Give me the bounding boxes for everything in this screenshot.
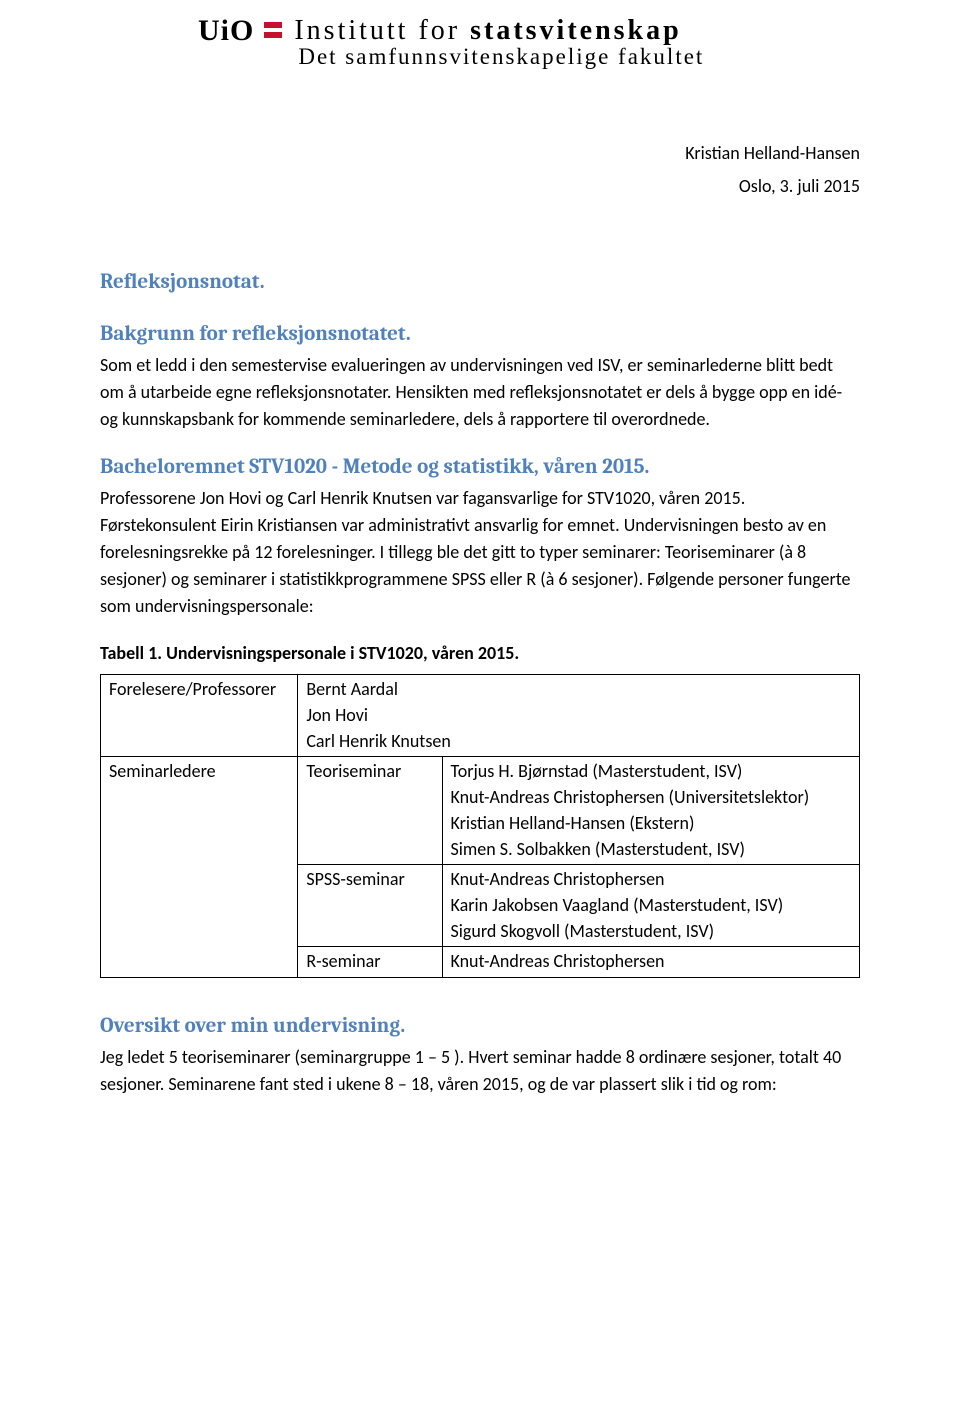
logo-accent-lines xyxy=(264,16,282,38)
table-row: Seminarledere Teoriseminar Torjus H. Bjø… xyxy=(101,756,860,864)
paragraph-emne: Professorene Jon Hovi og Carl Henrik Knu… xyxy=(100,485,860,620)
paragraph-bakgrunn: Som et ledd i den semestervise evaluerin… xyxy=(100,352,860,433)
cell-forelesere-names: Bernt AardalJon HoviCarl Henrik Knutsen xyxy=(298,674,860,756)
institution-logo: UiO Institutt for statsvitenskap Det sam… xyxy=(100,16,860,70)
paragraph-oversikt: Jeg ledet 5 teoriseminarer (seminargrupp… xyxy=(100,1044,860,1098)
cell-spss-label: SPSS-seminar xyxy=(298,865,442,947)
document-meta: Kristian Helland-Hansen Oslo, 3. juli 20… xyxy=(100,140,860,200)
cell-forelesere-label: Forelesere/Professorer xyxy=(101,674,298,756)
section-heading-emne: Bacheloremnet STV1020 - Metode og statis… xyxy=(100,455,860,479)
logo-text: Institutt for statsvitenskap Det samfunn… xyxy=(294,16,704,70)
author-name: Kristian Helland-Hansen xyxy=(100,140,860,167)
logo-mark: UiO xyxy=(198,16,254,46)
cell-spss-names: Knut-Andreas ChristophersenKarin Jakobse… xyxy=(442,865,859,947)
logo-institute-bold: statsvitenskap xyxy=(470,15,682,46)
logo-institute-prefix: Institutt for xyxy=(294,15,470,46)
table-caption: Tabell 1. Undervisningspersonale i STV10… xyxy=(100,642,860,664)
cell-teori-names: Torjus H. Bjørnstad (Masterstudent, ISV)… xyxy=(442,756,859,864)
document-date: Oslo, 3. juli 2015 xyxy=(100,173,860,200)
logo-faculty: Det samfunnsvitenskapelige fakultet xyxy=(294,45,704,69)
personnel-table: Forelesere/Professorer Bernt AardalJon H… xyxy=(100,674,860,978)
section-heading-oversikt: Oversikt over min undervisning. xyxy=(100,1014,860,1038)
cell-r-label: R-seminar xyxy=(298,947,442,977)
table-row: Forelesere/Professorer Bernt AardalJon H… xyxy=(101,674,860,756)
section-heading-bakgrunn: Bakgrunn for refleksjonsnotatet. xyxy=(100,322,860,346)
cell-teori-label: Teoriseminar xyxy=(298,756,442,864)
main-heading: Refleksjonsnotat. xyxy=(100,270,860,294)
cell-seminarledere-label: Seminarledere xyxy=(101,756,298,977)
cell-r-names: Knut-Andreas Christophersen xyxy=(442,947,859,977)
